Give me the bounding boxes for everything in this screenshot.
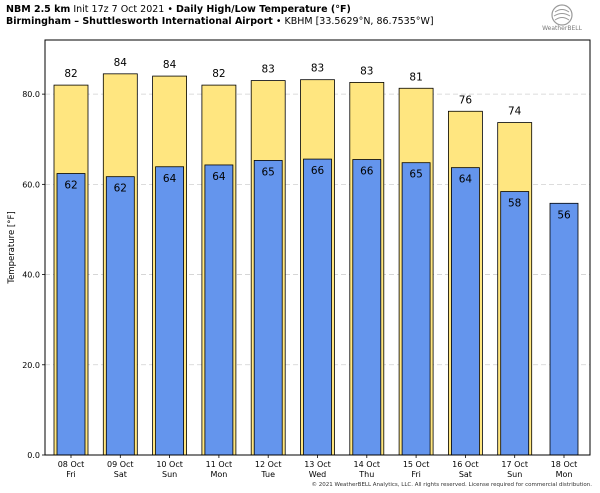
x-tick-date: 09 Oct: [107, 460, 134, 469]
x-tick-date: 13 Oct: [304, 460, 331, 469]
x-tick-day: Sun: [162, 470, 177, 479]
chart-header-line-2: Birmingham – Shuttlesworth International…: [6, 16, 434, 28]
logo-text: WeatherBELL: [542, 25, 583, 32]
low-temp-label: 56: [557, 209, 571, 221]
x-tick-day: Sat: [459, 470, 472, 479]
x-tick-day: Sat: [114, 470, 127, 479]
low-temp-bar: [155, 166, 185, 456]
low-temp-bar: [401, 162, 431, 456]
x-tick-date: 10 Oct: [156, 460, 183, 469]
low-temp-label: 65: [262, 166, 275, 178]
low-temp-bar: [204, 164, 234, 456]
y-tick-label: 0.0: [27, 451, 40, 460]
chart-header-line-1: NBM 2.5 km Init 17z 7 Oct 2021 • Daily H…: [6, 4, 351, 16]
high-temp-label: 81: [409, 71, 422, 83]
x-tick-date: 14 Oct: [354, 460, 381, 469]
low-temp-label: 62: [114, 183, 127, 195]
x-tick-day: Fri: [411, 470, 421, 479]
separator: •: [275, 16, 282, 27]
value-labels: 82 62 84 62 84 64 82 64 83 65 83 66 83 66 81 65 76 64 74 58…: [64, 57, 571, 221]
low-temp-label: 65: [409, 169, 422, 181]
x-tick-date: 17 Oct: [501, 460, 528, 469]
low-temp-bar: [56, 173, 86, 456]
x-tick-day: Fri: [66, 470, 76, 479]
high-temp-label: 74: [508, 106, 522, 118]
low-temp-label: 66: [360, 166, 374, 178]
y-axis: 0.0 20.0 40.0 60.0 80.0: [22, 90, 45, 460]
x-tick-day: Mon: [210, 470, 227, 479]
low-temp-label: 66: [311, 165, 325, 177]
high-temp-label: 76: [459, 94, 473, 106]
low-temp-label: 64: [163, 173, 177, 185]
high-temp-label: 82: [212, 68, 225, 80]
x-tick-date: 08 Oct: [58, 460, 85, 469]
low-temp-label: 64: [459, 174, 473, 186]
x-tick-date: 15 Oct: [403, 460, 430, 469]
bars: [53, 73, 579, 456]
low-temp-label: 64: [212, 171, 226, 183]
low-temp-bar: [352, 159, 382, 456]
high-temp-label: 82: [64, 68, 77, 80]
x-tick-day: Wed: [309, 470, 326, 479]
y-axis-label: Temperature [°F]: [7, 211, 17, 284]
product-title: Daily High/Low Temperature (°F): [176, 4, 351, 15]
model-name: NBM 2.5 km: [6, 4, 71, 15]
y-tick-label: 20.0: [22, 361, 40, 370]
low-temp-bar: [450, 167, 480, 456]
low-temp-bar: [105, 176, 135, 456]
x-tick-date: 12 Oct: [255, 460, 282, 469]
high-temp-label: 83: [311, 63, 324, 75]
low-temp-bar: [253, 160, 283, 456]
station-name: Birmingham – Shuttlesworth International…: [6, 16, 273, 27]
x-tick-date: 11 Oct: [206, 460, 233, 469]
low-temp-label: 58: [508, 198, 521, 210]
x-tick-day: Thu: [358, 470, 374, 479]
y-tick-label: 60.0: [22, 180, 40, 189]
high-temp-label: 84: [163, 59, 177, 71]
separator: •: [167, 4, 173, 15]
x-tick-day: Tue: [260, 470, 275, 479]
low-temp-label: 62: [64, 180, 77, 192]
x-tick-date: 18 Oct: [551, 460, 578, 469]
weatherbell-logo: WeatherBELL: [542, 4, 583, 32]
high-temp-label: 83: [262, 64, 275, 76]
init-time: Init 17z 7 Oct 2021: [73, 4, 165, 15]
low-temp-bar: [303, 158, 332, 456]
copyright: © 2021 WeatherBELL Analytics, LLC. All r…: [311, 482, 592, 488]
x-tick-day: Mon: [556, 470, 573, 479]
high-temp-label: 83: [360, 65, 373, 77]
low-temp-bar: [500, 191, 530, 456]
x-tick-date: 16 Oct: [452, 460, 479, 469]
x-tick-day: Sun: [507, 470, 522, 479]
station-code: KBHM [33.5629°N, 86.7535°W]: [284, 16, 434, 27]
y-tick-label: 40.0: [22, 271, 40, 280]
y-tick-label: 80.0: [22, 90, 40, 99]
high-temp-label: 84: [114, 57, 128, 69]
low-temp-bar: [549, 202, 579, 456]
